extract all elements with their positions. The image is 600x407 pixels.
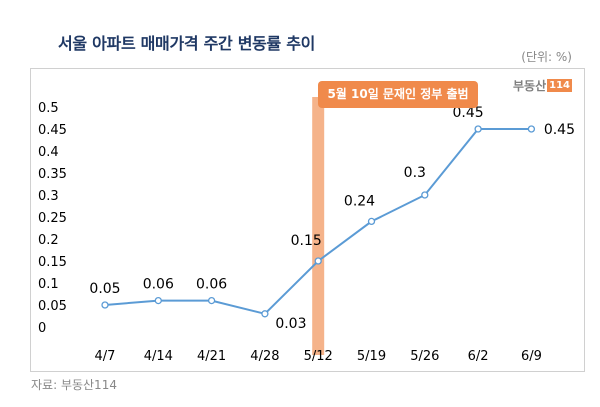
data-point (261, 310, 269, 318)
x-tick-label: 5/26 (410, 349, 439, 364)
x-tick-label: 4/28 (250, 349, 279, 364)
data-label: 0.06 (143, 277, 174, 293)
y-tick-label: 0.5 (38, 101, 59, 116)
y-tick-label: 0.4 (38, 145, 59, 160)
data-point (207, 296, 216, 305)
y-tick-label: 0 (38, 321, 46, 336)
y-tick-label: 0.1 (38, 277, 59, 292)
data-point (367, 217, 376, 226)
data-point (101, 301, 109, 309)
data-label: 0.45 (453, 105, 484, 121)
x-tick-label: 4/14 (144, 349, 173, 364)
y-tick-label: 0.05 (38, 299, 67, 314)
logo-box: 114 (547, 78, 572, 92)
data-label: 0.3 (404, 165, 426, 181)
y-tick-label: 0.2 (38, 233, 59, 248)
data-label: 0.45 (544, 122, 575, 138)
chart-title: 서울 아파트 매매가격 주간 변동률 추이 (58, 34, 316, 53)
y-tick-label: 0.45 (38, 123, 67, 138)
x-tick-label: 6/2 (468, 349, 489, 364)
data-point (474, 125, 482, 133)
x-tick-label: 5/12 (304, 349, 333, 364)
data-point (527, 125, 536, 133)
highlight-layer (312, 97, 325, 355)
unit-label: (단위: %) (521, 50, 572, 64)
data-points (101, 125, 536, 318)
data-label: 0.15 (291, 233, 322, 249)
logo-text: 부동산 (513, 78, 547, 93)
chart-frame (30, 68, 585, 372)
y-tick-label: 0.35 (38, 167, 67, 182)
data-label: 0.05 (89, 281, 120, 297)
data-label: 0.03 (275, 316, 306, 332)
y-tick-label: 0.3 (38, 189, 59, 204)
y-axis-ticks: 0 0.05 0.1 0.15 0.2 0.25 0.3 0.35 0.4 0.45 0.5 (38, 101, 67, 336)
data-label: 0.24 (344, 193, 375, 209)
x-tick-label: 4/7 (95, 349, 116, 364)
x-tick-label: 5/19 (357, 349, 386, 364)
source-note: 자료: 부동산114 (31, 378, 117, 392)
x-tick-label: 4/21 (197, 349, 226, 364)
data-labels: 0.05 0.06 0.06 0.03 0.15 0.24 0.3 0.45 0.45 (89, 105, 575, 332)
data-point (421, 191, 429, 199)
data-label: 0.06 (196, 277, 227, 293)
y-tick-label: 0.15 (38, 255, 67, 270)
y-tick-label: 0.25 (38, 211, 67, 226)
data-point (314, 257, 322, 265)
x-axis-ticks: 4/7 4/14 4/21 4/28 5/12 5/19 5/26 6/2 6/9 (95, 349, 542, 364)
highlight-band (312, 97, 325, 355)
logo: 부동산 114 (513, 76, 572, 94)
x-tick-label: 6/9 (521, 349, 542, 364)
annotation-callout: 5월 10일 문재인 정부 출범 (318, 81, 478, 108)
data-point (154, 296, 162, 305)
